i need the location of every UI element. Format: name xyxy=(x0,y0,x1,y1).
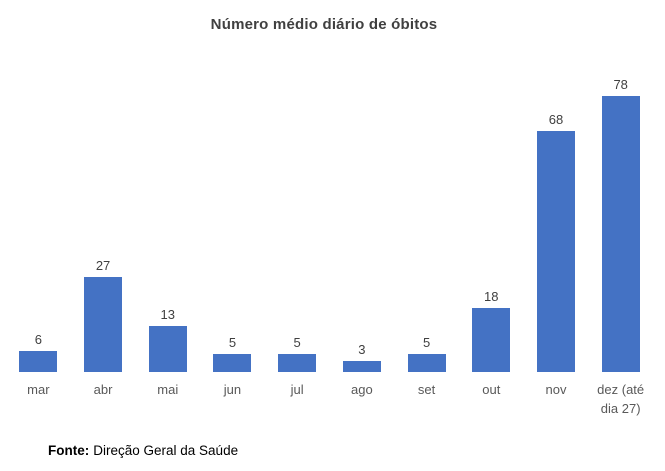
bar xyxy=(342,361,381,372)
bar-column: 3 ago xyxy=(330,60,395,420)
bar xyxy=(278,354,317,372)
bar-column: 13 mai xyxy=(135,60,200,420)
source-label: Fonte: xyxy=(48,443,90,458)
category-label: nov xyxy=(545,382,567,397)
category-label: ago xyxy=(351,382,373,397)
bar-column: 27 abr xyxy=(71,60,136,420)
chart-title: Número médio diário de óbitos xyxy=(210,16,438,33)
bar-zone: 3 xyxy=(330,60,395,372)
category-label: abr xyxy=(93,382,113,397)
bar-value-label: 68 xyxy=(548,112,564,128)
bar-value-label: 5 xyxy=(293,335,301,351)
bar-zone: 13 xyxy=(135,60,200,372)
category-label: mai xyxy=(157,382,179,397)
bar-value-label: 3 xyxy=(358,342,366,358)
category-label: set xyxy=(417,382,436,397)
bar-zone: 78 xyxy=(588,60,653,372)
bar-column: 5 jul xyxy=(265,60,330,420)
source-text: Direção Geral da Saúde xyxy=(93,443,239,458)
bar xyxy=(213,354,252,372)
bar-zone: 27 xyxy=(71,60,136,372)
bar-value-label: 18 xyxy=(484,289,499,305)
category-label: jun xyxy=(223,382,242,397)
bar-value-label: 5 xyxy=(228,335,237,351)
bar xyxy=(536,131,575,372)
bar-zone: 5 xyxy=(394,60,459,372)
bar-column: 5 set xyxy=(394,60,459,420)
bar-zone: 18 xyxy=(459,60,524,372)
bar-zone: 5 xyxy=(200,60,265,372)
bar-value-label: 78 xyxy=(613,77,628,92)
bar-value-label: 6 xyxy=(34,331,42,347)
bar-value-label: 27 xyxy=(95,257,111,273)
category-label: jul xyxy=(290,382,304,397)
category-label: out xyxy=(482,382,501,397)
bar-column: 78 dez (até dia 27) xyxy=(588,60,653,420)
category-label: dez (até dia 27) xyxy=(597,382,645,416)
bar-zone: 6 xyxy=(6,60,71,372)
bar xyxy=(148,326,187,372)
bar-column: 5 jun xyxy=(200,60,265,420)
source-note: Fonte: Direção Geral da Saúde xyxy=(48,443,238,458)
bar xyxy=(84,276,123,372)
bar-value-label: 13 xyxy=(160,307,175,322)
bar xyxy=(19,350,58,372)
bar-column: 6 mar xyxy=(6,60,71,420)
plot-area: 6 mar 27 abr 13 mai 5 jun 5 jul 3 ago 5 set 18 out 68 nov… xyxy=(6,60,653,420)
bar xyxy=(407,354,446,372)
bar-column: 18 out xyxy=(459,60,524,420)
category-label: mar xyxy=(27,382,50,397)
bar-column: 68 nov xyxy=(524,60,589,420)
bar-zone: 68 xyxy=(524,60,589,372)
bar-value-label: 5 xyxy=(422,335,431,351)
bar-zone: 5 xyxy=(265,60,330,372)
bar xyxy=(601,96,640,372)
bar xyxy=(472,308,511,372)
